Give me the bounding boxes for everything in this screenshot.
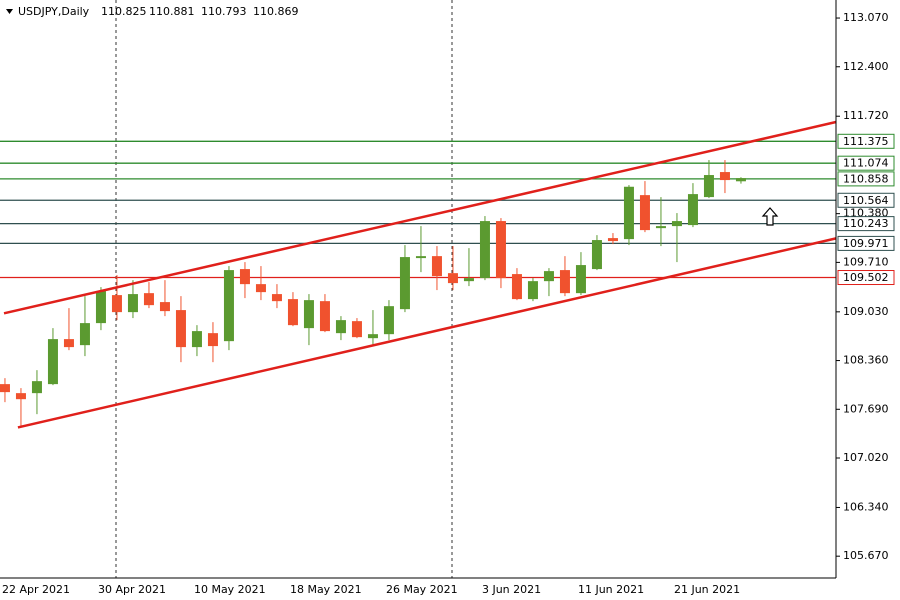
candle-body	[447, 273, 458, 284]
y-tick-label: 109.710	[843, 255, 889, 268]
candle-body	[383, 306, 394, 335]
level-label: 110.564	[843, 194, 889, 207]
x-tick-label: 10 May 2021	[194, 583, 266, 596]
candle-body	[175, 310, 186, 348]
y-tick-label: 107.690	[843, 402, 889, 415]
candle-body	[399, 257, 410, 310]
candle-body	[31, 381, 42, 394]
candle-body	[319, 301, 330, 332]
level-label-box	[837, 155, 895, 171]
candle-body	[575, 265, 586, 294]
x-tick-label: 26 May 2021	[386, 583, 458, 596]
candle-body	[239, 269, 250, 285]
level-label-box	[837, 171, 895, 187]
level-label: 110.858	[843, 172, 889, 185]
candle-body	[431, 256, 442, 277]
candle-body	[63, 339, 74, 348]
candle-body	[303, 300, 314, 329]
header-high: 110.881	[149, 5, 195, 18]
y-tick-label: 113.070	[843, 11, 889, 24]
x-tick-label: 3 Jun 2021	[482, 583, 541, 596]
level-label: 111.074	[843, 157, 889, 170]
candle-body	[703, 175, 714, 198]
candle-body	[351, 321, 362, 338]
candle-body	[671, 221, 682, 227]
candle-body	[143, 293, 154, 306]
candle-body	[415, 256, 426, 259]
candle-body	[479, 221, 490, 279]
menu-triangle[interactable]	[6, 9, 13, 14]
candle-body	[639, 195, 650, 231]
candle-body	[719, 172, 730, 181]
candle-body	[367, 334, 378, 339]
candle-body	[335, 320, 346, 334]
candle-body	[511, 274, 522, 300]
candle-body	[159, 302, 170, 312]
x-tick-label: 21 Jun 2021	[674, 583, 740, 596]
candle-body	[735, 178, 746, 182]
candle-body	[463, 278, 474, 282]
y-tick-label: 111.720	[843, 109, 889, 122]
candle-body	[207, 333, 218, 347]
candle-body	[591, 240, 602, 270]
symbol-title: USDJPY,Daily	[18, 5, 90, 18]
x-tick-label: 11 Jun 2021	[578, 583, 644, 596]
candle-body	[623, 186, 634, 240]
x-tick-label: 30 Apr 2021	[98, 583, 166, 596]
level-label: 109.502	[843, 271, 889, 284]
header-open: 110.825	[101, 5, 147, 18]
candle-body	[191, 331, 202, 348]
level-label-box	[837, 216, 895, 232]
y-tick-label: 106.340	[843, 500, 889, 513]
y-tick-label: 112.400	[843, 60, 889, 73]
trendline	[17, 237, 837, 429]
level-label: 109.971	[843, 237, 889, 250]
candle-body	[0, 384, 10, 393]
header-close: 110.869	[253, 5, 299, 18]
candle-body	[271, 294, 282, 302]
candles	[0, 160, 746, 427]
candle-body	[15, 393, 26, 400]
candle-body	[79, 323, 90, 346]
candle-body	[127, 294, 138, 313]
level-label-box	[837, 270, 895, 286]
candle-body	[95, 291, 106, 324]
candle-body	[495, 221, 506, 279]
header-low: 110.793	[201, 5, 247, 18]
candle-body	[527, 281, 538, 300]
level-label-box	[837, 235, 895, 251]
level-label: 110.243	[843, 217, 889, 230]
level-label-box	[837, 192, 895, 208]
trendlines	[3, 120, 837, 429]
candle-body	[607, 238, 618, 242]
y-tick-label: 108.360	[843, 354, 889, 367]
candle-body	[687, 194, 698, 226]
candle-body	[47, 339, 58, 385]
y-tick-label: 105.670	[843, 549, 889, 562]
level-label-box	[837, 133, 895, 149]
candle-body	[111, 295, 122, 313]
candle-body	[655, 226, 666, 229]
candle-body	[223, 270, 234, 342]
candle-body	[543, 271, 554, 282]
y-tick-label: 107.020	[843, 451, 889, 464]
candle-body	[559, 270, 570, 294]
up-arrow-icon	[761, 207, 779, 226]
y-tick-label: 109.030	[843, 305, 889, 318]
candle-body	[287, 299, 298, 326]
x-tick-label: 18 May 2021	[290, 583, 362, 596]
trendline	[3, 120, 837, 315]
candle-body	[255, 284, 266, 293]
x-tick-label: 22 Apr 2021	[2, 583, 70, 596]
level-label: 111.375	[843, 135, 889, 148]
